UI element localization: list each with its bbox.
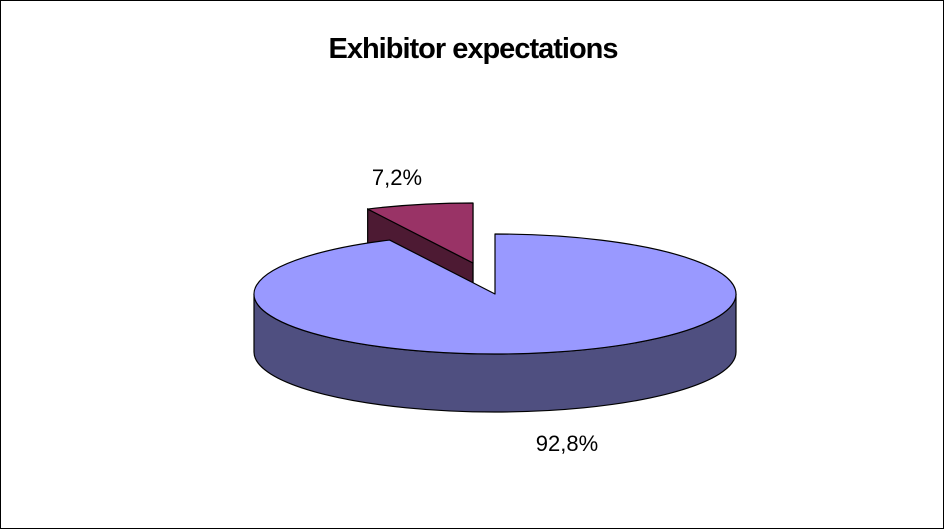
chart-title: Exhibitor expectations (328, 33, 617, 65)
data-label-slice-1: 92,8% (536, 431, 598, 456)
pie-slice-1 (253, 233, 737, 413)
data-label-slice-2: 7,2% (372, 165, 422, 190)
